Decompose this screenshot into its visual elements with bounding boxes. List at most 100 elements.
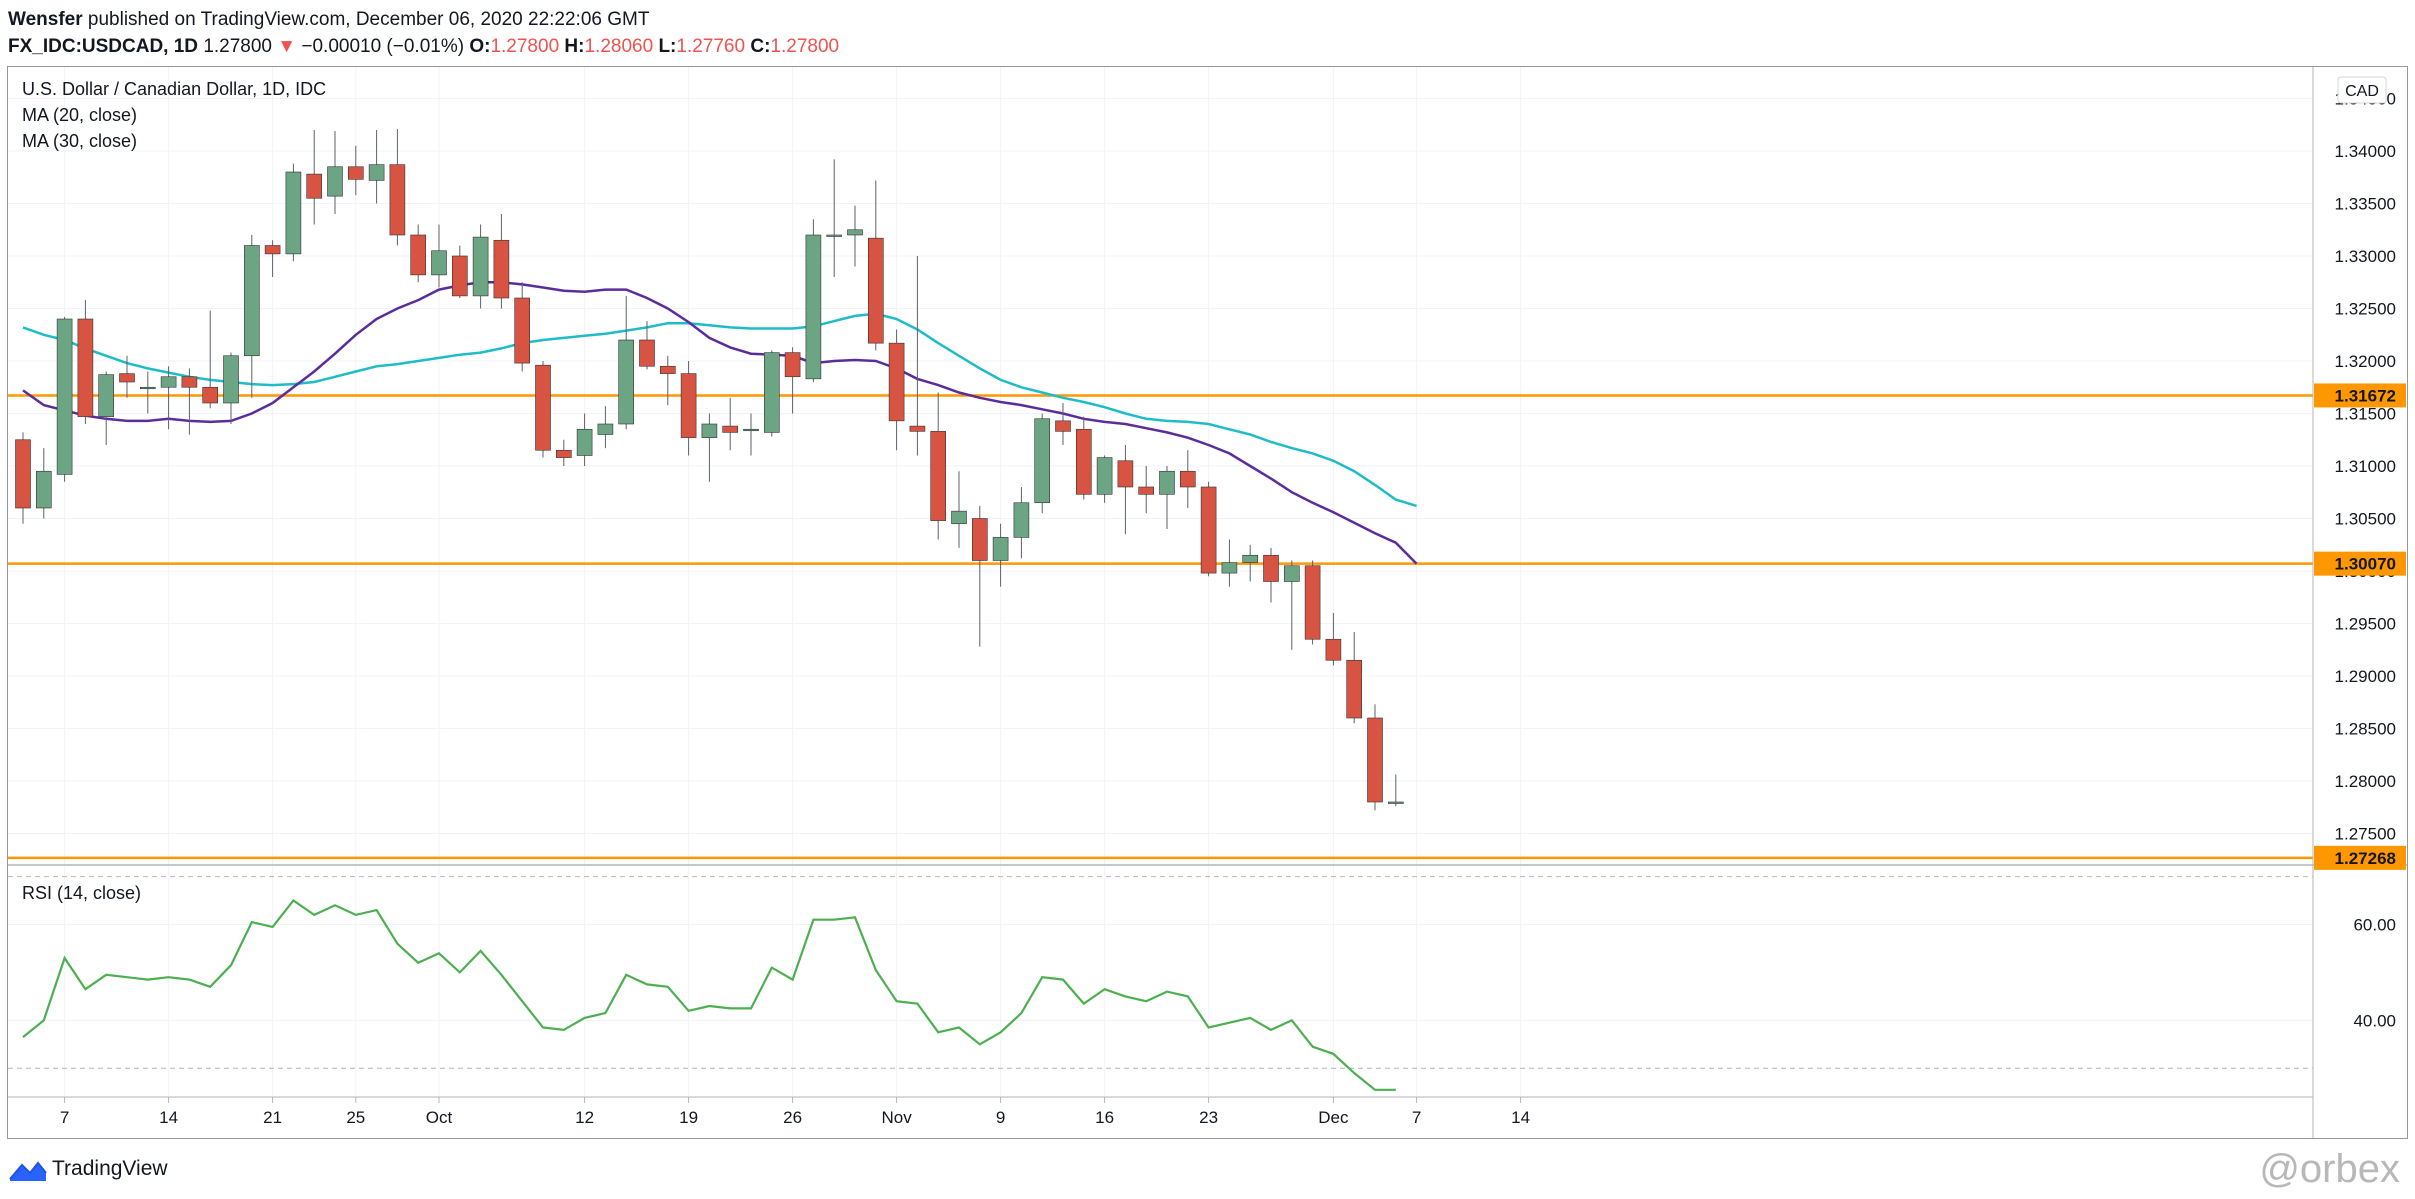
candle — [930, 392, 947, 540]
candle-body — [1055, 420, 1071, 432]
candle-body — [826, 234, 843, 237]
candle-body — [77, 318, 94, 417]
candle — [244, 235, 260, 398]
candle — [909, 256, 926, 456]
candle — [1096, 455, 1113, 503]
candle-body — [244, 245, 260, 357]
candle-body — [431, 250, 447, 276]
candle-body — [160, 376, 177, 388]
candle — [1200, 481, 1217, 577]
candle — [1076, 416, 1092, 500]
candle-body — [701, 423, 718, 438]
candle-body — [1117, 460, 1134, 488]
candle-body — [743, 428, 759, 432]
level-price-label: 1.31672 — [2335, 386, 2396, 405]
candle — [618, 295, 635, 430]
candle-body — [618, 339, 635, 425]
candle — [472, 224, 489, 309]
candle — [431, 224, 447, 288]
candle-body — [514, 297, 531, 364]
candle-body — [1346, 659, 1362, 719]
candle-body — [15, 439, 31, 509]
publish-line: Wensfer published on TradingView.com, De… — [8, 6, 2408, 33]
candle-body — [909, 425, 926, 432]
candle — [743, 413, 759, 456]
candle — [1055, 403, 1071, 445]
candle-body — [493, 239, 510, 299]
price-tick-label: 1.32500 — [2335, 300, 2396, 319]
close-value: 1.27800 — [770, 36, 840, 57]
time-tick-label: 14 — [159, 1108, 178, 1127]
candle — [1263, 547, 1279, 603]
price-tick-label: 1.31000 — [2335, 457, 2396, 476]
ma20-layer — [22, 281, 1418, 565]
candle-body — [867, 237, 884, 344]
candle — [535, 361, 551, 458]
time-tick-label: Dec — [1318, 1108, 1349, 1127]
candle-body — [181, 376, 198, 388]
rsi-pane — [8, 876, 2313, 1091]
close-label: C: — [750, 36, 771, 57]
symbol-label: FX_IDC:USDCAD, 1D — [8, 36, 199, 57]
candle — [264, 240, 281, 277]
price-tick-label: 1.32000 — [2335, 352, 2396, 371]
candle-body — [1076, 428, 1092, 495]
level-price-tag — [2314, 551, 2406, 576]
candle — [1221, 539, 1238, 587]
horizontal-levels[interactable] — [8, 394, 2313, 860]
candle — [1388, 774, 1404, 807]
publisher-name[interactable]: Wensfer — [8, 9, 83, 30]
candle-body — [555, 449, 572, 458]
candle-body — [264, 245, 281, 255]
time-tick-label: 25 — [346, 1108, 365, 1127]
legend-title: U.S. Dollar / Canadian Dollar, 1D, IDC — [22, 79, 326, 99]
candle-body — [1013, 502, 1030, 538]
time-tick-label: Oct — [426, 1108, 453, 1127]
candle-body — [1200, 486, 1217, 574]
candle — [119, 355, 135, 398]
candle-body — [597, 423, 614, 435]
candle — [951, 471, 967, 548]
candle-body — [1242, 554, 1258, 563]
price-tick-label: 1.33000 — [2335, 247, 2396, 266]
axes — [8, 67, 2407, 1138]
rsi-line — [22, 899, 1396, 1091]
chart-canvas[interactable]: 1.345001.340001.335001.330001.325001.320… — [8, 67, 2407, 1138]
candle-body — [576, 428, 593, 456]
candle-body — [368, 164, 385, 181]
candle — [410, 224, 427, 283]
candle-body — [784, 352, 801, 378]
legend-ma20: MA (20, close) — [22, 105, 137, 125]
candle — [327, 131, 343, 214]
candle-body — [1284, 565, 1300, 582]
candle — [98, 371, 114, 445]
chart-frame[interactable]: 1.345001.340001.335001.330001.325001.320… — [7, 66, 2408, 1139]
price-scale[interactable]: 1.345001.340001.335001.330001.325001.320… — [2314, 90, 2406, 1031]
candle-body — [847, 229, 863, 236]
time-tick-label: 26 — [783, 1108, 802, 1127]
ma30-layer — [22, 312, 1417, 508]
candle — [1346, 631, 1362, 724]
last-price: 1.27800 — [203, 36, 272, 57]
candle — [514, 282, 531, 372]
candle-body — [1367, 717, 1383, 803]
candle — [56, 316, 73, 482]
candle — [639, 321, 655, 370]
candle — [701, 413, 718, 482]
candle — [160, 366, 177, 430]
time-scale[interactable]: 7 14 21 25 Oct 12 19 26 Nov 9 16 23 Dec 7 14 — [60, 1097, 1530, 1127]
candle — [202, 310, 218, 409]
candle-body — [722, 425, 739, 433]
candle-body — [659, 365, 676, 374]
candle — [555, 439, 572, 466]
candle-body — [35, 470, 52, 509]
time-tick-label: 16 — [1095, 1108, 1114, 1127]
candle-body — [410, 234, 427, 276]
legend: U.S. Dollar / Canadian Dollar, 1D, IDC M… — [22, 79, 326, 903]
candle-body — [888, 342, 905, 422]
open-label: O: — [469, 36, 491, 57]
tradingview-logo-icon — [9, 1161, 47, 1181]
time-tick-label: Nov — [881, 1108, 912, 1127]
candle-body — [535, 364, 551, 451]
candle-body — [306, 173, 323, 199]
